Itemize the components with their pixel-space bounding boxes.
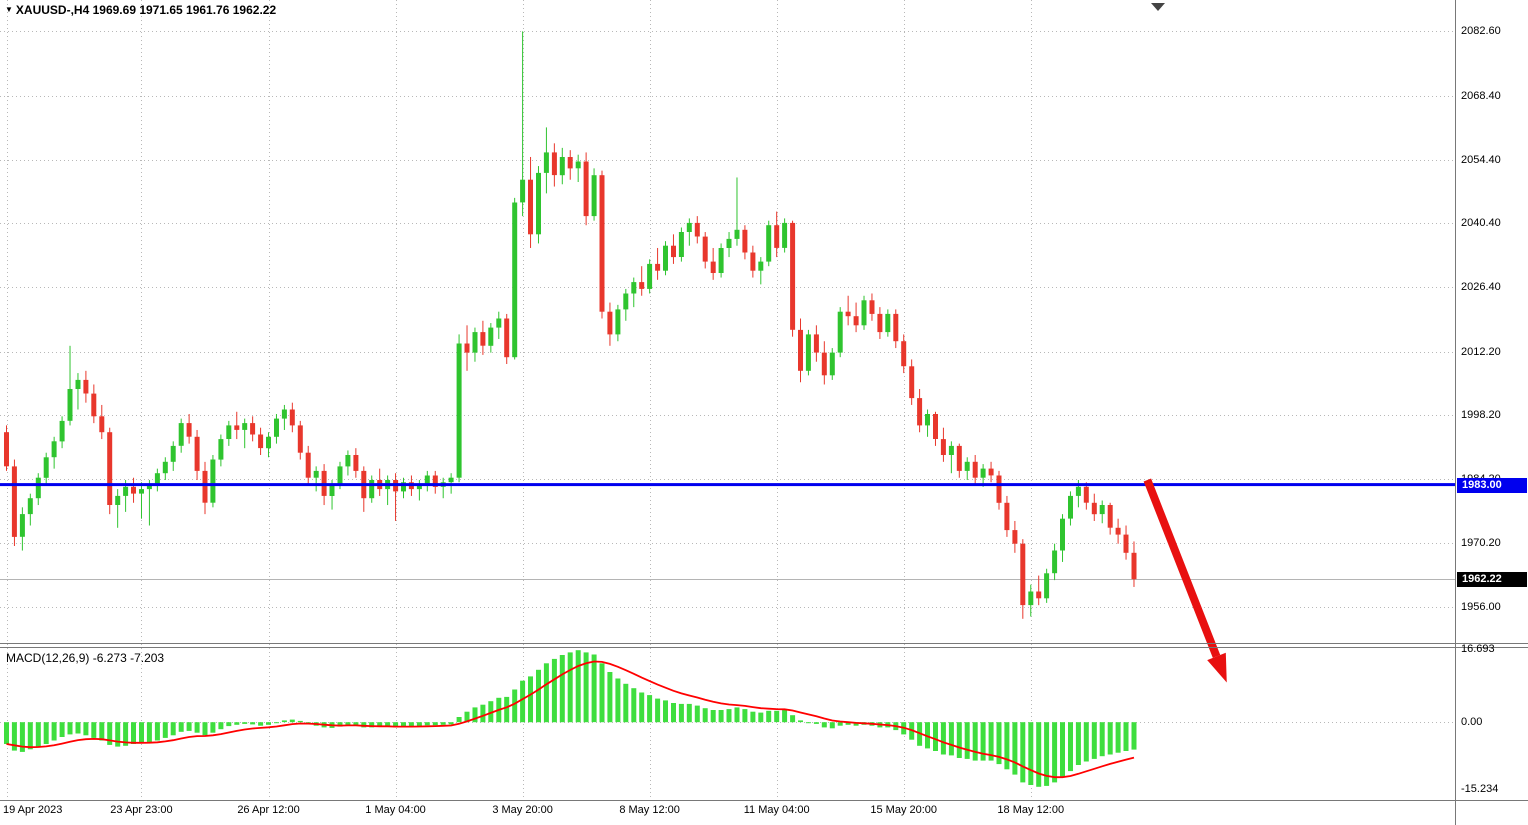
price-tick-label: 2054.40 (1461, 154, 1501, 166)
time-tick-label: 8 May 12:00 (619, 804, 680, 816)
macd-indicator-label: MACD(12,26,9) -6.273 -7.203 (6, 651, 164, 665)
time-tick-label: 18 May 12:00 (997, 804, 1065, 816)
price-tick-label: 1956.00 (1461, 601, 1501, 613)
price-tick-label: 2040.40 (1461, 217, 1501, 229)
symbol-ohlc-values: 1969.69 1971.65 1961.76 1962.22 (92, 3, 277, 17)
price-tick-label: 2082.60 (1461, 25, 1501, 37)
symbol-header: ▼ XAUUSD-,H4 1969.69 1971.65 1961.76 1962… (5, 3, 276, 17)
price-tick-label: 2068.40 (1461, 90, 1501, 102)
horizontal-line-price-label[interactable]: 1983.00 (1457, 478, 1527, 493)
price-tick-label: 1998.20 (1461, 409, 1501, 421)
macd-tick-label: 0.00 (1461, 716, 1483, 728)
time-tick-label: 11 May 04:00 (743, 804, 810, 816)
price-tick-label: 1970.20 (1461, 537, 1501, 549)
time-tick-label: 3 May 20:00 (492, 804, 553, 816)
time-tick-label: 15 May 20:00 (870, 804, 938, 816)
macd-tick-label: -15.234 (1461, 783, 1499, 795)
macd-tick-label: 16.693 (1461, 643, 1495, 655)
symbol-title: XAUUSD-,H4 (15, 3, 90, 17)
time-tick-label: 26 Apr 12:00 (237, 804, 300, 816)
time-tick-label: 19 Apr 2023 (3, 804, 63, 816)
time-axis[interactable]: 19 Apr 2023 23 Apr 23:00 26 Apr 12:00 1 May… (0, 801, 1455, 825)
current-price-label: 1962.22 (1457, 572, 1527, 587)
time-tick-label: 23 Apr 23:00 (110, 804, 173, 816)
symbol-dropdown-icon: ▼ (5, 5, 13, 14)
price-axis[interactable]: 2082.60 2068.40 2054.40 2040.40 2026.40 2012.… (1456, 0, 1528, 825)
chart-shift-marker (1151, 3, 1165, 11)
macd-values: -6.273 -7.203 (92, 651, 165, 665)
price-tick-label: 2012.20 (1461, 346, 1501, 358)
price-tick-label: 2026.40 (1461, 281, 1501, 293)
macd-name: MACD(12,26,9) (6, 651, 90, 665)
macd-axis: 16.693 0.00 -15.234 (1456, 0, 1528, 825)
time-tick-label: 1 May 04:00 (365, 804, 426, 816)
